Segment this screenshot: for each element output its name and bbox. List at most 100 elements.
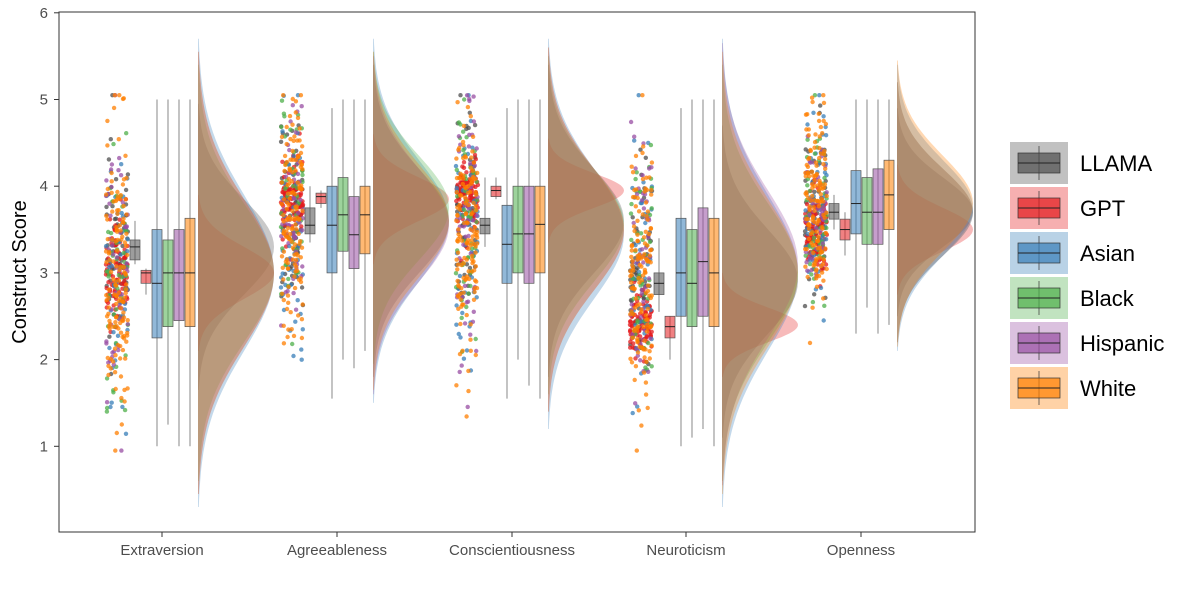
data-point	[456, 227, 461, 232]
density-cloud	[548, 38, 624, 430]
data-point	[458, 335, 463, 340]
box-iqr	[828, 203, 840, 220]
data-point	[643, 155, 648, 160]
data-point	[823, 133, 829, 138]
data-point	[649, 206, 654, 211]
data-point	[279, 254, 285, 259]
data-point	[110, 359, 116, 364]
data-point	[281, 213, 286, 218]
data-point	[637, 262, 642, 268]
data-point	[633, 364, 639, 369]
data-point	[647, 166, 652, 171]
data-point	[633, 243, 638, 248]
data-point	[287, 181, 292, 186]
data-point	[468, 165, 474, 171]
data-point	[807, 188, 813, 194]
legend-label: Asian	[1080, 241, 1135, 266]
data-point	[105, 118, 110, 124]
data-point	[124, 339, 129, 344]
data-point	[284, 206, 289, 212]
data-point	[811, 235, 817, 240]
data-point	[107, 345, 112, 351]
data-point	[824, 266, 829, 272]
data-point	[809, 272, 814, 277]
data-point	[458, 291, 463, 297]
data-point	[106, 363, 111, 369]
data-point	[474, 192, 479, 197]
data-point	[635, 325, 640, 330]
data-point	[465, 221, 470, 226]
data-point	[124, 282, 129, 287]
x-tick-label: Openness	[827, 542, 895, 559]
data-point	[291, 230, 296, 236]
data-point	[812, 198, 817, 203]
data-point	[118, 264, 123, 269]
data-point	[113, 315, 119, 320]
density-cloud	[373, 38, 449, 403]
data-point	[468, 161, 473, 166]
data-point	[823, 230, 829, 236]
data-point	[454, 218, 459, 223]
data-point	[118, 228, 123, 233]
data-point	[293, 168, 298, 173]
data-point	[299, 245, 305, 250]
data-point	[285, 225, 291, 231]
data-point	[461, 356, 467, 361]
data-point	[808, 148, 813, 154]
data-point	[466, 206, 471, 211]
data-point	[281, 277, 286, 282]
y-tick-label: 4	[40, 178, 48, 195]
data-point	[461, 302, 466, 307]
data-point	[104, 204, 109, 210]
density-cloud	[548, 56, 624, 395]
data-point	[824, 190, 829, 195]
data-point	[123, 153, 128, 158]
data-point	[123, 243, 129, 248]
density-cloud	[548, 64, 624, 377]
data-point	[471, 309, 476, 314]
data-point	[648, 260, 653, 265]
data-point	[104, 409, 110, 414]
data-point	[288, 157, 293, 162]
density-cloud	[897, 60, 973, 347]
data-point	[807, 340, 813, 346]
data-point	[105, 186, 111, 192]
data-point	[123, 197, 128, 202]
data-point	[647, 356, 652, 361]
data-point	[461, 176, 466, 181]
data-point	[474, 146, 479, 151]
data-point	[641, 260, 646, 265]
data-point	[280, 271, 285, 276]
data-point	[299, 162, 304, 167]
data-point	[633, 204, 638, 209]
data-point	[465, 190, 471, 195]
data-point	[634, 187, 639, 192]
data-point	[293, 99, 299, 104]
data-point	[640, 150, 645, 156]
data-point	[107, 318, 112, 324]
data-point	[110, 350, 115, 355]
data-point	[286, 202, 291, 207]
data-point	[108, 269, 114, 275]
data-point	[108, 137, 114, 142]
data-point	[632, 305, 638, 310]
data-point	[286, 176, 291, 182]
data-point	[107, 326, 112, 331]
data-point	[288, 127, 293, 132]
data-point	[635, 404, 640, 409]
data-point	[115, 189, 120, 195]
data-point	[288, 310, 293, 315]
data-point	[814, 229, 819, 234]
data-point	[289, 327, 294, 332]
data-point	[628, 269, 633, 274]
data-point	[290, 148, 295, 154]
data-point	[644, 334, 649, 340]
data-point	[471, 94, 476, 99]
data-point	[629, 237, 634, 243]
data-point	[121, 250, 127, 256]
data-point	[281, 341, 287, 346]
data-point	[111, 259, 116, 264]
x-tick-label: Conscientiousness	[449, 542, 575, 559]
data-point	[819, 270, 825, 275]
data-point	[634, 170, 639, 175]
